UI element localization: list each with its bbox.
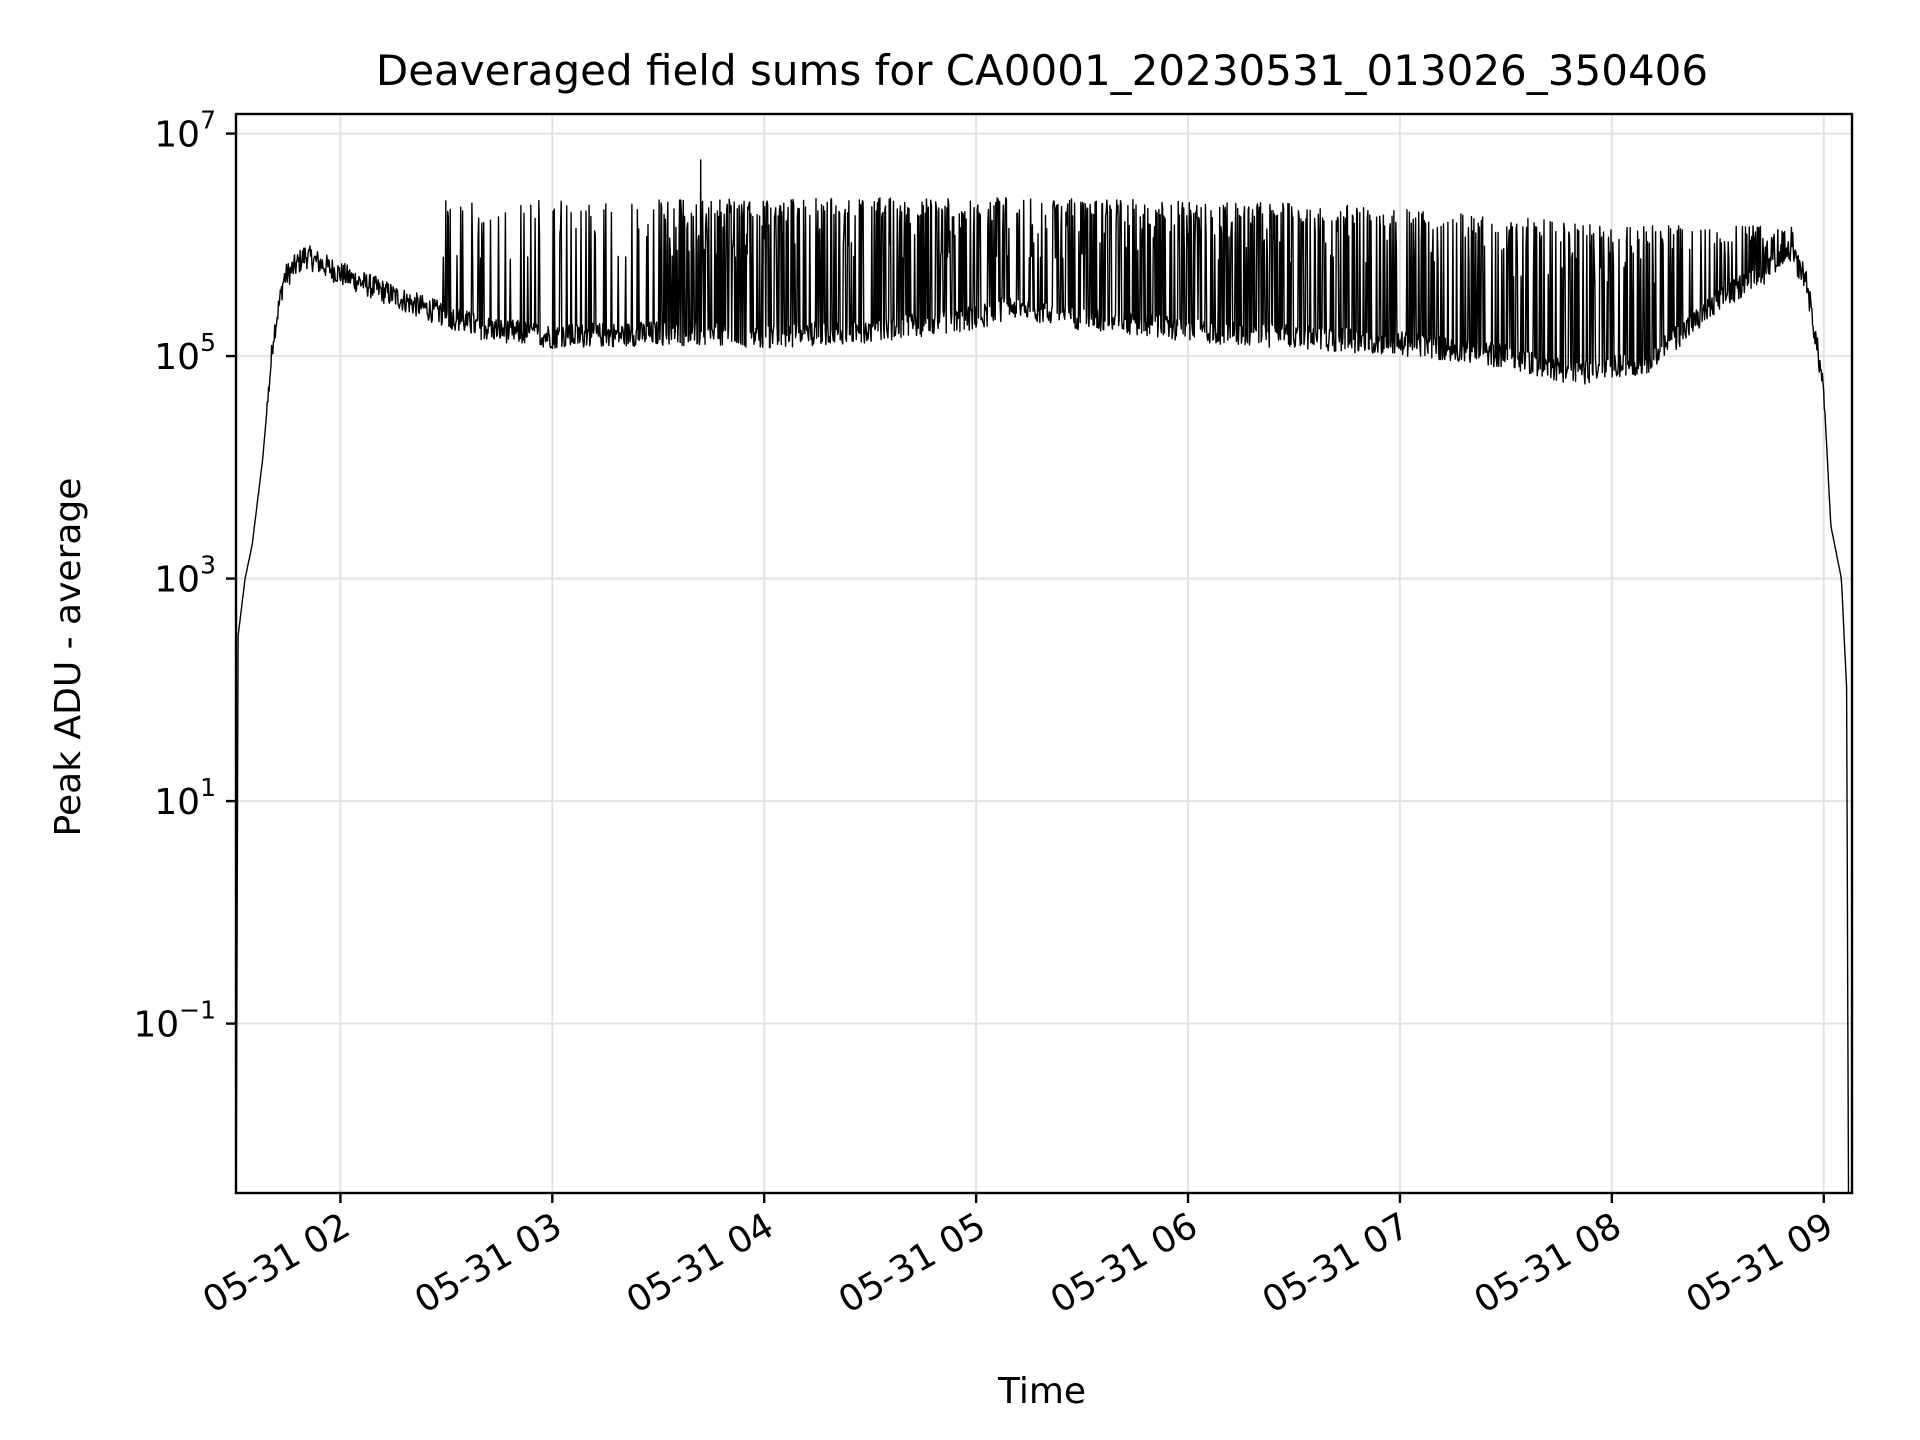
x-tick-label: 05-31 06 — [1044, 1205, 1205, 1321]
x-tick-label: 05-31 07 — [1256, 1205, 1417, 1321]
chart-title: Deaveraged field sums for CA0001_2023053… — [376, 46, 1708, 95]
y-tick-base: 10 — [154, 560, 200, 601]
x-tick-label: 05-31 09 — [1680, 1205, 1841, 1321]
y-tick-label: 105 — [154, 328, 216, 378]
y-tick-base: 10 — [154, 337, 200, 378]
y-tick-label: 103 — [154, 551, 216, 601]
y-tick-exponent: 1 — [200, 773, 216, 802]
plot-frame — [234, 112, 1854, 1195]
x-tick-label: 05-31 02 — [196, 1205, 357, 1321]
x-axis-label: Time — [997, 1371, 1086, 1412]
y-tick-exponent: 3 — [200, 551, 216, 580]
y-tick-base: 10 — [154, 782, 200, 823]
x-axis: 05-31 02 05-31 03 05-31 04 05-31 05 05-31 06… — [196, 1193, 1840, 1322]
y-tick-label: 101 — [154, 773, 216, 823]
grid — [236, 114, 1852, 1193]
x-tick-label: 05-31 04 — [620, 1205, 781, 1321]
y-tick-base: 10 — [133, 1005, 179, 1046]
series-line — [235, 159, 1850, 1194]
x-tick-label: 05-31 03 — [408, 1205, 569, 1321]
y-tick-exponent: −1 — [179, 996, 216, 1025]
y-tick-label: 107 — [154, 106, 216, 156]
y-tick-exponent: 5 — [200, 328, 216, 357]
y-tick-exponent: 7 — [200, 106, 216, 135]
x-tick-label: 05-31 05 — [832, 1205, 993, 1321]
y-tick-base: 10 — [154, 115, 200, 156]
x-tick-label: 05-31 08 — [1468, 1205, 1629, 1321]
y-tick-label: 10−1 — [133, 996, 216, 1046]
y-axis-label: Peak ADU - average — [48, 478, 89, 837]
